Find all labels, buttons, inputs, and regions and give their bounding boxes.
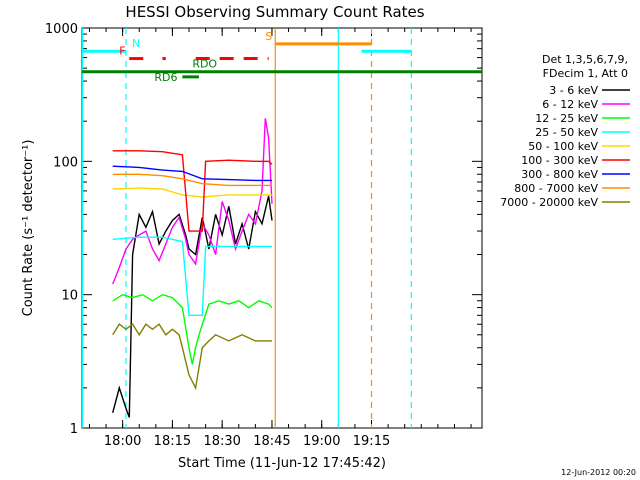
y-axis-label: Count Rate (s⁻¹ detector⁻¹) bbox=[21, 140, 36, 317]
y-tick-label: 100 bbox=[53, 155, 78, 170]
legend-entry-label: 100 - 300 keV bbox=[521, 154, 598, 167]
legend: Det 1,3,5,6,7,9,FDecim 1, Att 0 3 - 6 keV… bbox=[500, 53, 630, 209]
x-axis-label: Start Time (11-Jun-12 17:45:42) bbox=[178, 456, 386, 471]
flag-bars: NF S RD6 RDO bbox=[82, 30, 482, 84]
flag-label: F bbox=[119, 45, 125, 58]
legend-entry-label: 50 - 100 keV bbox=[528, 140, 598, 153]
series-line bbox=[112, 150, 273, 232]
legend-entry-label: 7000 - 20000 keV bbox=[500, 196, 598, 209]
legend-entry-label: 300 - 800 keV bbox=[521, 168, 598, 181]
series-line bbox=[112, 187, 272, 198]
series-line bbox=[112, 165, 272, 182]
x-tick-label: 18:15 bbox=[154, 434, 191, 449]
y-tick-label: 1 bbox=[70, 422, 78, 437]
legend-entry-label: 12 - 25 keV bbox=[535, 112, 598, 125]
plot-frame bbox=[81, 27, 483, 429]
flag-label: S bbox=[265, 30, 272, 43]
flag-label: N bbox=[132, 37, 140, 50]
legend-entry-label: 25 - 50 keV bbox=[535, 126, 598, 139]
series-line bbox=[112, 173, 272, 187]
y-tick-label: 1000 bbox=[45, 22, 78, 37]
series-lines bbox=[112, 118, 273, 418]
legend-entry-label: 3 - 6 keV bbox=[549, 84, 598, 97]
vertical-markers bbox=[81, 28, 412, 428]
series-line bbox=[112, 236, 272, 316]
series-line bbox=[112, 195, 273, 418]
series-line bbox=[112, 323, 272, 391]
x-tick-label: 18:30 bbox=[203, 434, 240, 449]
legend-entry-label: 800 - 7000 keV bbox=[514, 182, 598, 195]
y-tick-label: 10 bbox=[61, 289, 78, 304]
series-line bbox=[112, 293, 273, 365]
x-tick-label: 19:15 bbox=[353, 434, 390, 449]
chart-title: HESSI Observing Summary Count Rates bbox=[125, 3, 424, 21]
x-tick-label: 19:00 bbox=[303, 434, 340, 449]
flag-label: RDO bbox=[192, 58, 217, 71]
axis-ticks: 18:00 18:15 18:30 18:45 19:00 19:15 1 10 100 1000 bbox=[45, 22, 482, 449]
footer-date: 12-Jun-2012 00:20 bbox=[561, 468, 636, 477]
flag-label: RD6 bbox=[154, 71, 177, 84]
x-tick-label: 18:45 bbox=[253, 434, 290, 449]
legend-entry-label: 6 - 12 keV bbox=[542, 98, 598, 111]
legend-header: FDecim 1, Att 0 bbox=[543, 67, 628, 80]
x-tick-label: 18:00 bbox=[104, 434, 141, 449]
series-line bbox=[112, 118, 273, 285]
legend-header: Det 1,3,5,6,7,9, bbox=[542, 53, 628, 66]
